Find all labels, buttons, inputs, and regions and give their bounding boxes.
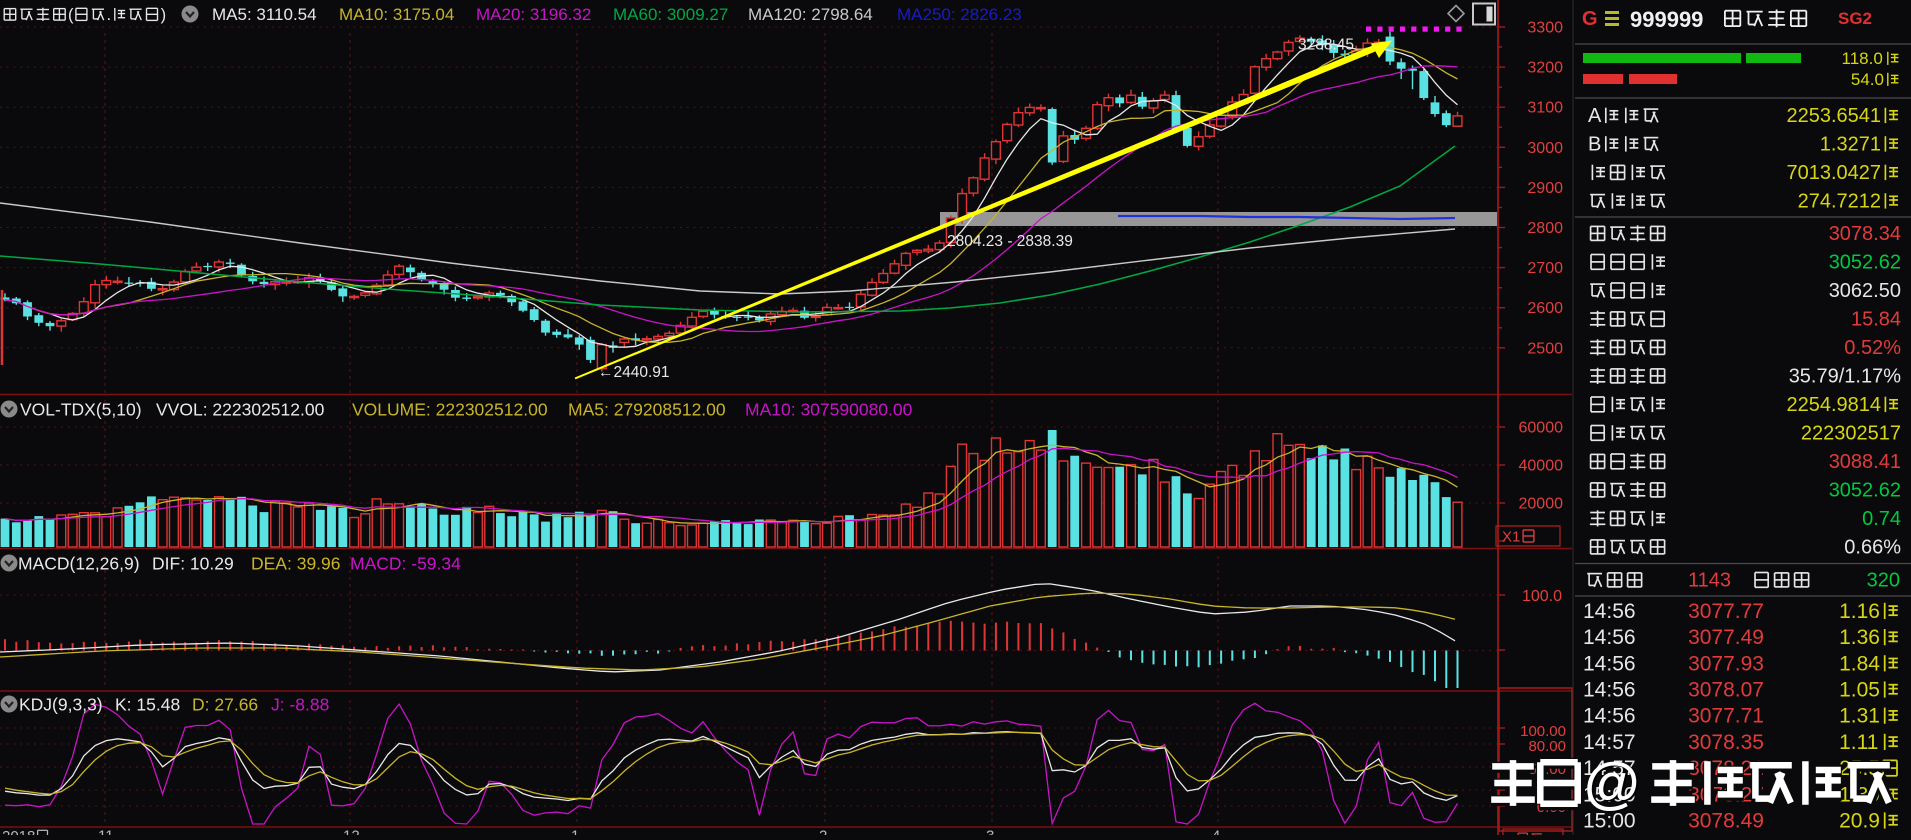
- svg-text:3078.35: 3078.35: [1688, 731, 1764, 754]
- svg-text:2253.6541: 2253.6541: [1787, 105, 1882, 127]
- svg-text:3000: 3000: [1527, 140, 1563, 157]
- svg-text:3100: 3100: [1527, 100, 1563, 117]
- svg-text:): ): [161, 6, 167, 24]
- svg-text:3077.77: 3077.77: [1688, 600, 1764, 623]
- svg-text:MA5: 3110.54: MA5: 3110.54: [212, 5, 317, 24]
- svg-text:2600: 2600: [1527, 300, 1563, 317]
- svg-text:15:00: 15:00: [1583, 810, 1636, 833]
- svg-text:3078.07: 3078.07: [1688, 679, 1764, 702]
- svg-text:1: 1: [571, 828, 579, 836]
- svg-text:1.05: 1.05: [1839, 679, 1880, 702]
- svg-text:@: @: [1584, 751, 1640, 815]
- svg-text:14:57: 14:57: [1583, 731, 1636, 754]
- svg-text:14:56: 14:56: [1583, 705, 1636, 728]
- svg-text:2500: 2500: [1527, 340, 1563, 357]
- svg-text:K: 15.48: K: 15.48: [115, 695, 180, 715]
- svg-text:MA5: 279208512.00: MA5: 279208512.00: [568, 400, 726, 420]
- svg-text:60000: 60000: [1519, 420, 1564, 437]
- svg-text:3052.62: 3052.62: [1829, 252, 1901, 274]
- svg-text:DIF: 10.29: DIF: 10.29: [152, 554, 234, 574]
- svg-text:20000: 20000: [1519, 496, 1564, 513]
- svg-text:14:56: 14:56: [1583, 600, 1636, 623]
- svg-text:54.0: 54.0: [1851, 70, 1884, 89]
- svg-text:1.36: 1.36: [1839, 626, 1880, 649]
- svg-text:3078.34: 3078.34: [1829, 223, 1901, 245]
- svg-text:←2440.91: ←2440.91: [598, 364, 670, 381]
- svg-text:B: B: [1588, 134, 1601, 156]
- svg-text:274.7212: 274.7212: [1798, 191, 1881, 213]
- svg-text:A: A: [1588, 105, 1602, 127]
- svg-text:SG2: SG2: [1838, 9, 1872, 28]
- svg-text:320: 320: [1867, 570, 1900, 592]
- svg-text:2900: 2900: [1527, 180, 1563, 197]
- svg-text:3: 3: [986, 828, 994, 836]
- svg-text:0.66%: 0.66%: [1844, 537, 1901, 559]
- svg-text:1.3271: 1.3271: [1820, 134, 1881, 156]
- svg-text:3288.45: 3288.45: [1298, 37, 1354, 54]
- svg-text:@: @: [1586, 752, 1642, 816]
- svg-text:0.52%: 0.52%: [1844, 337, 1901, 359]
- svg-text:3077.71: 3077.71: [1688, 705, 1764, 728]
- svg-text:MA20: 3196.32: MA20: 3196.32: [476, 5, 591, 24]
- svg-text:35.79/1.17%: 35.79/1.17%: [1789, 366, 1902, 388]
- svg-text:40000: 40000: [1519, 458, 1564, 475]
- svg-text:MA10: 307590080.00: MA10: 307590080.00: [745, 400, 913, 420]
- svg-text:MA250: 2826.23: MA250: 2826.23: [897, 5, 1022, 24]
- svg-text:3200: 3200: [1527, 60, 1563, 77]
- svg-text:2: 2: [819, 828, 827, 836]
- svg-text:.: .: [107, 6, 112, 24]
- svg-text:100.0: 100.0: [1522, 588, 1562, 605]
- svg-text:14:57: 14:57: [1583, 757, 1636, 780]
- svg-text:11: 11: [98, 828, 114, 836]
- svg-text:118.0: 118.0: [1842, 49, 1883, 68]
- svg-text:3078.49: 3078.49: [1688, 810, 1764, 833]
- svg-text:3052.62: 3052.62: [1829, 480, 1901, 502]
- svg-text:3300: 3300: [1527, 20, 1563, 37]
- svg-text:2800: 2800: [1527, 220, 1563, 237]
- svg-text:VOLUME: 222302512.00: VOLUME: 222302512.00: [352, 400, 548, 420]
- svg-text:999999: 999999: [1630, 7, 1703, 32]
- svg-text:15:00: 15:00: [1583, 783, 1636, 806]
- svg-text:VOL-TDX(5,10): VOL-TDX(5,10): [20, 400, 142, 420]
- svg-text:14:56: 14:56: [1583, 679, 1636, 702]
- svg-text:MA60: 3009.27: MA60: 3009.27: [613, 5, 728, 24]
- svg-text:2018: 2018: [2, 828, 35, 835]
- svg-text:MACD(12,26,9): MACD(12,26,9): [18, 554, 140, 574]
- svg-text:100.00: 100.00: [1520, 723, 1566, 740]
- svg-text:222302517: 222302517: [1801, 423, 1901, 445]
- svg-text:X1: X1: [1502, 529, 1520, 546]
- svg-text:J: -8.88: J: -8.88: [271, 695, 329, 715]
- svg-text:20.9: 20.9: [1839, 810, 1880, 833]
- svg-text:2254.9814: 2254.9814: [1787, 394, 1882, 416]
- svg-text:2700: 2700: [1527, 260, 1563, 277]
- svg-text:KDJ(9,3,3): KDJ(9,3,3): [19, 695, 103, 715]
- svg-text:1.11: 1.11: [1839, 731, 1878, 754]
- svg-text:VVOL: 222302512.00: VVOL: 222302512.00: [156, 400, 325, 420]
- svg-text:DEA: 39.96: DEA: 39.96: [251, 554, 341, 574]
- svg-text:14:56: 14:56: [1583, 652, 1636, 675]
- svg-text:3077.49: 3077.49: [1688, 626, 1764, 649]
- svg-text:G: G: [1582, 8, 1598, 30]
- svg-text:MA120: 2798.64: MA120: 2798.64: [748, 5, 873, 24]
- svg-text:(: (: [68, 6, 74, 24]
- svg-text:1.31: 1.31: [1839, 705, 1880, 728]
- svg-text:1.16: 1.16: [1839, 600, 1880, 623]
- svg-text:0.74: 0.74: [1862, 508, 1901, 530]
- svg-text:D: 27.66: D: 27.66: [192, 695, 258, 715]
- svg-text:15.84: 15.84: [1851, 309, 1901, 331]
- svg-text:MACD: -59.34: MACD: -59.34: [350, 554, 461, 574]
- svg-text:4: 4: [1212, 828, 1220, 836]
- svg-text:7013.0427: 7013.0427: [1787, 162, 1882, 184]
- svg-text:3088.41: 3088.41: [1829, 451, 1901, 473]
- svg-text:14:56: 14:56: [1583, 626, 1636, 649]
- svg-text:2804.23 - 2838.39: 2804.23 - 2838.39: [947, 233, 1073, 250]
- svg-text:3062.50: 3062.50: [1829, 280, 1901, 302]
- svg-text:1143: 1143: [1688, 570, 1731, 592]
- svg-text:12: 12: [343, 828, 360, 836]
- svg-text:1.84: 1.84: [1839, 652, 1880, 675]
- svg-text:80.00: 80.00: [1528, 738, 1566, 755]
- svg-text:MA10: 3175.04: MA10: 3175.04: [339, 5, 454, 24]
- svg-text:3077.93: 3077.93: [1688, 652, 1764, 675]
